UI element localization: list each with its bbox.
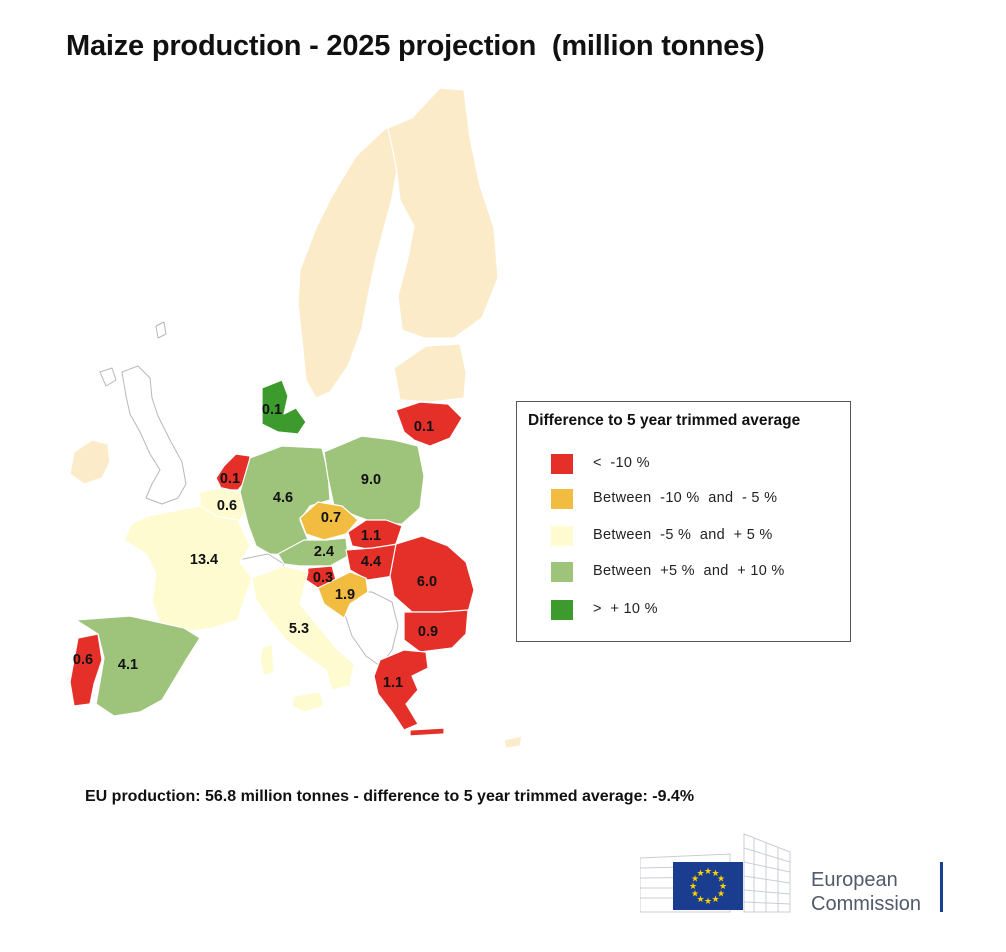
star-icon: ★: [711, 869, 719, 879]
star-icon: ★: [696, 869, 704, 879]
star-icon: ★: [704, 867, 712, 877]
country-france: [123, 505, 253, 633]
value-label-france: 13.4: [190, 552, 218, 568]
value-label-croatia: 1.9: [335, 587, 355, 603]
legend-title: Difference to 5 year trimmed average: [528, 412, 801, 429]
eu-flag-icon: ★ ★ ★ ★ ★ ★ ★ ★ ★ ★ ★ ★: [673, 862, 743, 910]
star-icon: ★: [691, 890, 699, 900]
legend-swatch: [551, 600, 573, 620]
value-label-poland: 9.0: [361, 472, 381, 488]
value-label-germany: 4.6: [273, 490, 293, 506]
legend: Difference to 5 year trimmed average < -…: [516, 401, 851, 642]
legend-label: > + 10 %: [593, 601, 658, 617]
legend-swatch: [551, 562, 573, 582]
legend-swatch: [551, 489, 573, 509]
country-spain: [75, 615, 201, 717]
star-icon: ★: [704, 897, 712, 907]
legend-label: Between +5 % and + 10 %: [593, 563, 785, 579]
value-label-netherlands: 0.1: [220, 471, 240, 487]
region-cyprus: [503, 735, 523, 749]
value-label-italy: 5.3: [289, 621, 309, 637]
region-scotland-isles: [99, 321, 167, 387]
legend-label: < -10 %: [593, 455, 650, 471]
value-labels: 0.1 0.1 0.1 0.6 4.6 9.0 0.7 1.1 2.4 4.4 13.4 0.31.9…: [73, 402, 438, 691]
value-label-portugal: 0.6: [73, 652, 93, 668]
country-czechia: [299, 501, 359, 541]
legend-label: Between -10 % and - 5 %: [593, 490, 778, 506]
country-italy: [251, 565, 355, 691]
value-label-bulgaria: 0.9: [418, 624, 438, 640]
country-portugal: [69, 633, 103, 707]
region-baltics-north: [393, 343, 467, 403]
country-denmark: [261, 379, 307, 435]
value-label-spain: 4.1: [118, 657, 138, 673]
value-label-belgium: 0.6: [217, 498, 237, 514]
country-lithuania: [395, 401, 463, 447]
ec-wordmark: European Commission: [811, 868, 921, 916]
country-sicily: [291, 691, 325, 713]
value-label-austria: 2.4: [314, 544, 334, 560]
value-label-czechia: 0.7: [321, 510, 341, 526]
star-icon: ★: [717, 890, 725, 900]
ec-logo-bar: [940, 862, 943, 912]
value-label-denmark: 0.1: [262, 402, 282, 418]
star-icon: ★: [689, 882, 697, 892]
value-label-slovenia: 0.3: [313, 570, 333, 586]
region-finland: [387, 87, 499, 339]
value-label-lithuania: 0.1: [414, 419, 434, 435]
country-crete: [409, 727, 445, 737]
star-icon: ★: [719, 882, 727, 892]
country-slovakia: [347, 519, 403, 551]
star-icon: ★: [711, 895, 719, 905]
star-icon: ★: [717, 875, 725, 885]
star-icon: ★: [691, 875, 699, 885]
star-icon: ★: [696, 895, 704, 905]
country-croatia: [317, 571, 369, 619]
eu-stars-icon: ★ ★★★★★★★★★★★: [689, 867, 727, 907]
page-title: Maize production - 2025 projection (mill…: [66, 30, 765, 62]
country-sardinia: [259, 643, 275, 677]
value-label-greece: 1.1: [383, 675, 403, 691]
legend-swatch: [551, 454, 573, 474]
value-label-slovakia: 1.1: [361, 528, 381, 544]
european-commission-logo: ★ ★ ★ ★ ★ ★ ★ ★ ★ ★ ★ ★ European Commission: [640, 828, 950, 916]
value-label-romania: 6.0: [417, 574, 437, 590]
country-poland: [323, 435, 425, 525]
region-ireland: [69, 439, 111, 485]
value-label-hungary: 4.4: [361, 554, 381, 570]
legend-label: Between -5 % and + 5 %: [593, 527, 773, 543]
region-uk: [121, 365, 187, 505]
non-eu-regions: [69, 87, 523, 749]
country-bulgaria: [403, 609, 469, 653]
legend-swatch: [551, 526, 573, 546]
eu-production-note: EU production: 56.8 million tonnes - dif…: [85, 788, 695, 805]
ec-wordmark-line2: Commission: [811, 893, 922, 915]
region-sweden: [297, 127, 403, 399]
data-countries: [69, 379, 475, 737]
ec-wordmark-line1: European: [811, 869, 898, 891]
country-greece: [373, 649, 429, 731]
